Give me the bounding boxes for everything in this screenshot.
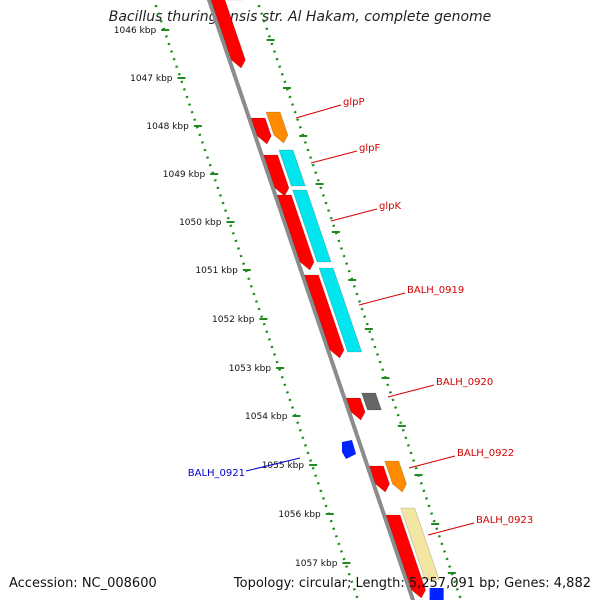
ruler-tick-label: 1056 kbp [278, 510, 321, 520]
cds-feature [369, 465, 390, 493]
ruler-tick-label: 1052 kbp [212, 315, 255, 325]
gene-label: glpF [359, 143, 380, 154]
ruler-tick-label: 1053 kbp [229, 364, 272, 374]
ruler-tick-label: 1047 kbp [130, 74, 173, 84]
genome-title: Bacillus thuringiensis str. Al Hakam, co… [108, 9, 492, 25]
outer-dotted-guide [255, 0, 463, 600]
pale-yellow-feature [400, 507, 440, 581]
gray-feature [361, 392, 382, 411]
gene-label: glpK [379, 201, 401, 212]
gene-label: BALH_0920 [436, 377, 493, 388]
gene-leader-line [245, 457, 301, 472]
ruler-tick-label: 1049 kbp [163, 170, 206, 180]
ruler-tick-label: 1054 kbp [245, 412, 288, 422]
gene-leader-line [295, 104, 342, 119]
ruler-tick-label: 1055 kbp [262, 461, 305, 471]
gene-label: BALH_0921 [188, 468, 245, 479]
blue-bottom-feature [429, 588, 444, 600]
gene-label: BALH_0919 [407, 285, 464, 296]
cds-feature [276, 194, 315, 271]
cyan-feature [278, 149, 306, 187]
gene-leader-line [427, 522, 475, 536]
cyan-feature [318, 267, 363, 353]
gene-label: BALH_0923 [476, 515, 533, 526]
accession-text: Accession: NC_008600 [9, 576, 157, 591]
ruler-tick-label: 1048 kbp [146, 122, 189, 132]
cds-feature [210, 0, 246, 69]
genome-summary-text: Topology: circular; Length: 5,257,091 bp… [233, 576, 591, 591]
cds-feature [304, 274, 345, 359]
gene-label: glpP [343, 97, 365, 108]
cds-feature [385, 514, 426, 599]
cds-feature [345, 397, 366, 421]
gene-leader-line [310, 150, 358, 164]
gene-leader-line [387, 384, 435, 398]
gene-label: BALH_0922 [457, 448, 514, 459]
orange-feature [384, 460, 407, 493]
cds-feature [263, 154, 290, 197]
ruler-tick-label: 1051 kbp [195, 266, 238, 276]
ruler-tick-label: 1057 kbp [295, 559, 338, 569]
gene-leader-line [358, 292, 406, 306]
cds-feature [250, 117, 272, 145]
cyan-feature [292, 189, 332, 263]
blue-minus-feature [342, 440, 356, 459]
ruler-tick-label: 1046 kbp [114, 26, 157, 36]
genome-backbone [206, 0, 416, 600]
gene-leader-line [408, 455, 456, 469]
ruler-dotted-line [152, 0, 360, 600]
ruler-tick-label: 1050 kbp [179, 218, 222, 228]
orange-feature [265, 111, 289, 144]
gene-leader-line [330, 208, 378, 222]
